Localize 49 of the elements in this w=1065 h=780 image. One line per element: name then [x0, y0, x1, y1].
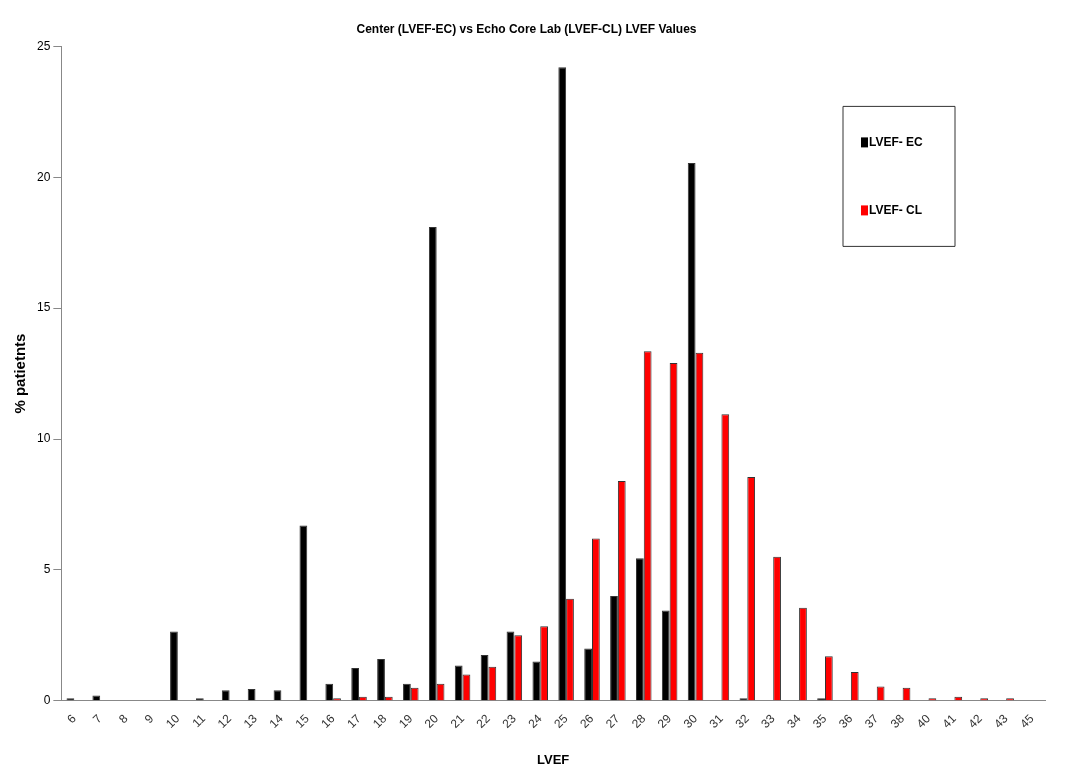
x-tick-label: 12 [214, 711, 235, 731]
y-axis-title: % patietnts [11, 333, 29, 414]
y-tick-label: 0 [43, 693, 51, 708]
chart-title: Center (LVEF-EC) vs Echo Core Lab (LVEF-CL) LVEF Values [356, 21, 697, 36]
x-tick-label: 42 [965, 711, 985, 731]
x-tick-label: 45 [1017, 711, 1037, 731]
x-tick-label: 32 [732, 711, 752, 731]
x-tick-label: 11 [189, 711, 209, 731]
x-tick-label: 30 [680, 711, 701, 731]
x-tick-label: 29 [654, 711, 675, 731]
x-tick-label: 10 [162, 711, 183, 731]
x-tick-label: 7 [90, 711, 105, 727]
x-tick-label: 28 [628, 711, 649, 731]
x-tick-label: 40 [913, 711, 934, 731]
x-tick-label: 36 [835, 711, 856, 731]
x-tick-label: 9 [141, 711, 157, 727]
x-tick-label: 41 [939, 711, 960, 731]
y-tick-label: 25 [36, 38, 51, 53]
x-tick-label: 19 [395, 711, 416, 731]
y-tick-label: 15 [36, 300, 51, 315]
x-tick-label: 21 [447, 711, 468, 731]
x-tick-label: 23 [499, 711, 520, 731]
x-tick-label: 31 [706, 711, 727, 731]
x-tick-label: 25 [551, 711, 571, 731]
x-tick-label: 33 [758, 711, 778, 731]
x-tick-label: 15 [292, 711, 312, 731]
x-tick-label: 26 [577, 711, 597, 731]
x-tick-label: 38 [887, 711, 908, 731]
x-tick-label: 34 [784, 711, 804, 731]
y-tick-label: 20 [36, 169, 51, 184]
x-tick-label: 27 [603, 711, 623, 731]
legend-label: LVEF- EC [869, 134, 924, 149]
legend-label: LVEF- CL [869, 202, 923, 217]
x-tick-label: 18 [370, 711, 390, 731]
x-tick-label: 17 [344, 711, 364, 731]
x-tick-label: 8 [115, 711, 131, 727]
x-tick-label: 14 [266, 711, 287, 731]
x-tick-label: 43 [991, 711, 1011, 731]
x-tick-label: 22 [473, 711, 494, 731]
x-tick-label: 6 [64, 711, 79, 727]
x-tick-label: 37 [861, 711, 882, 731]
x-tick-label: 20 [421, 711, 442, 731]
x-tick-label: 24 [525, 711, 545, 731]
y-tick-label: 10 [36, 431, 51, 446]
x-axis-title: LVEF [537, 751, 570, 767]
x-tick-label: 13 [240, 711, 261, 731]
x-tick-label: 35 [810, 711, 830, 731]
x-tick-label: 16 [318, 711, 338, 731]
y-tick-label: 5 [43, 562, 51, 577]
